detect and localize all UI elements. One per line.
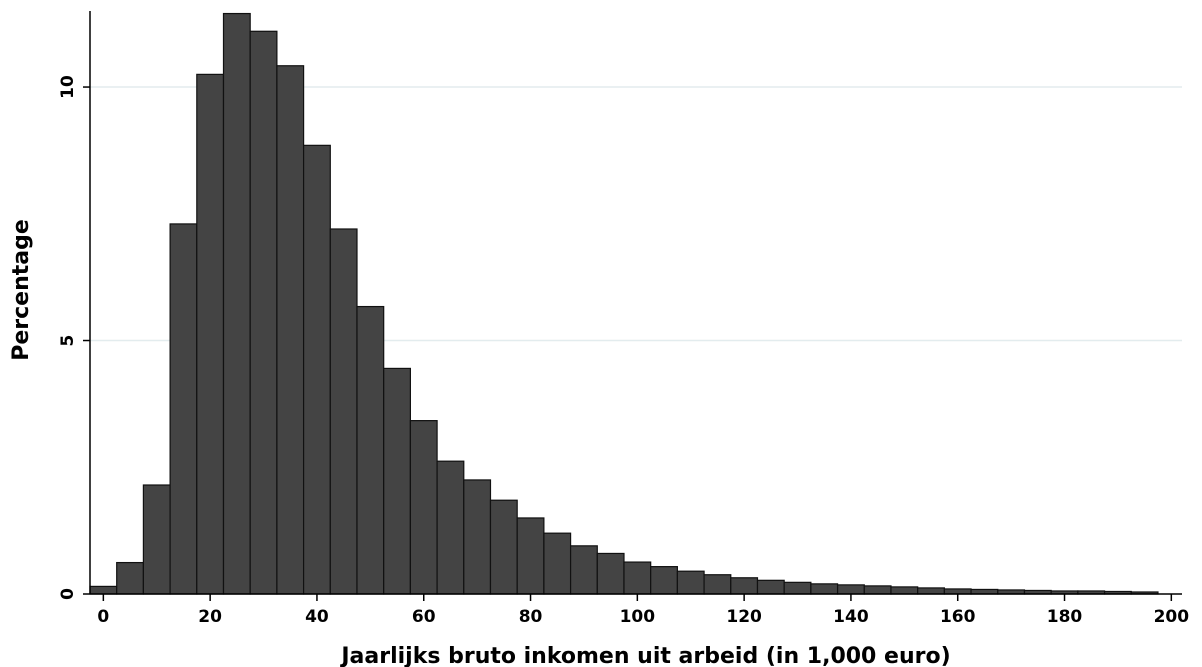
bar-5 xyxy=(116,561,144,595)
axes xyxy=(83,11,1182,601)
bar-120 xyxy=(730,577,759,595)
y-tick-label-0: 0 xyxy=(58,588,78,600)
bar-90 xyxy=(569,545,598,595)
bar-60 xyxy=(409,420,438,595)
x-axis-title: Jaarlijks bruto inkomen uit arbeid (in 1… xyxy=(339,644,950,667)
bar-145 xyxy=(863,585,892,595)
bar-95 xyxy=(596,552,625,595)
bar-85 xyxy=(543,532,572,595)
x-tick-label-20: 20 xyxy=(198,607,222,627)
bar-110 xyxy=(676,570,705,595)
x-tick-label-100: 100 xyxy=(620,607,656,627)
bar-20 xyxy=(196,73,225,595)
x-tick-label-180: 180 xyxy=(1047,607,1083,627)
bar-100 xyxy=(623,561,652,595)
bar-25 xyxy=(222,12,251,595)
bar-135 xyxy=(810,583,839,595)
x-tick-label-80: 80 xyxy=(519,607,543,627)
bar-0 xyxy=(89,585,118,595)
bar-45 xyxy=(329,228,358,595)
bar-160 xyxy=(943,588,972,595)
x-tick-label-120: 120 xyxy=(726,607,762,627)
bar-125 xyxy=(756,579,785,595)
y-axis-title: Percentage xyxy=(9,219,34,361)
bar-105 xyxy=(650,566,678,595)
y-tick-label-5: 5 xyxy=(58,335,78,347)
bar-35 xyxy=(276,65,305,595)
bar-15 xyxy=(169,223,198,595)
x-tick-label-60: 60 xyxy=(412,607,436,627)
bar-10 xyxy=(142,484,171,595)
bar-115 xyxy=(703,574,732,595)
y-tick-label-10: 10 xyxy=(58,75,78,99)
bar-150 xyxy=(890,586,919,595)
bar-70 xyxy=(463,479,492,595)
bars xyxy=(89,12,1159,595)
bar-155 xyxy=(917,587,945,595)
bar-130 xyxy=(783,581,812,595)
x-tick-label-0: 0 xyxy=(97,607,109,627)
bar-30 xyxy=(249,30,278,595)
bar-55 xyxy=(383,367,411,595)
x-tick-label-140: 140 xyxy=(833,607,869,627)
bar-140 xyxy=(836,584,865,595)
bar-75 xyxy=(489,499,518,595)
tick-labels: 0 20 40 60 80 100 120 140 160 180 200 0 5 10 xyxy=(58,75,1189,627)
bar-65 xyxy=(436,460,465,595)
bar-40 xyxy=(302,144,331,595)
x-tick-label-40: 40 xyxy=(305,607,329,627)
x-tick-label-200: 200 xyxy=(1154,607,1190,627)
bar-50 xyxy=(356,305,385,595)
bar-80 xyxy=(516,517,545,595)
x-tick-label-160: 160 xyxy=(940,607,976,627)
